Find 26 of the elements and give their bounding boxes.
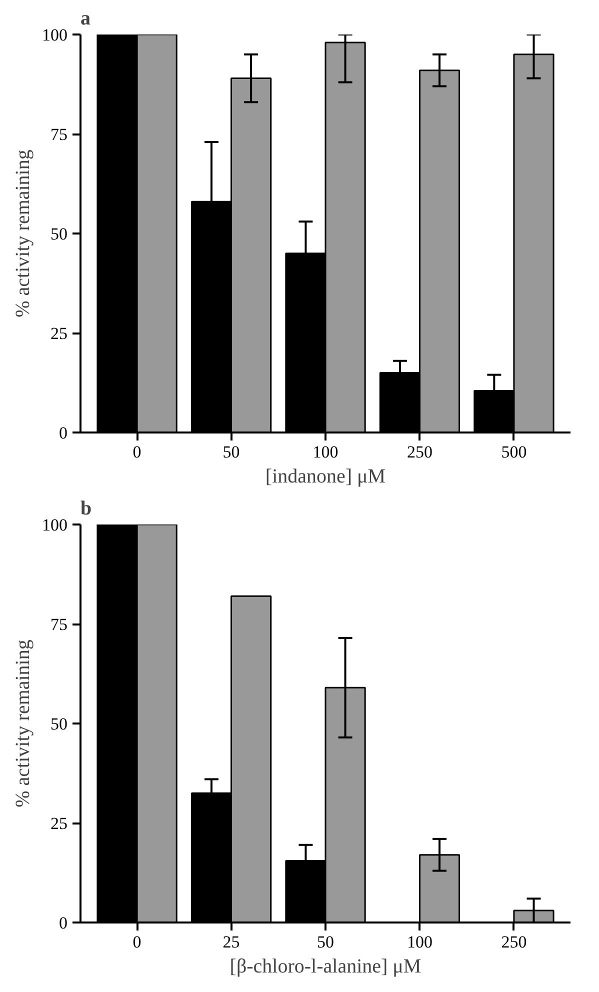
y-tick-label: 100 [42, 516, 68, 534]
x-axis-title: [β-chloro-l-alanine] μM [230, 956, 422, 978]
x-tick-label: 100 [312, 442, 338, 462]
x-tick-label: 25 [222, 932, 240, 952]
y-tick-label: 100 [42, 26, 68, 44]
y-tick-label: 75 [50, 615, 68, 634]
x-tick-label: 250 [501, 932, 527, 952]
x-tick-label: 0 [132, 932, 142, 952]
y-tick-label: 50 [50, 714, 68, 734]
y-tick-label: 25 [50, 814, 68, 833]
x-tick-label: 500 [501, 442, 527, 462]
chart-title: a [80, 8, 90, 30]
y-axis-title: % activity remaining [12, 640, 34, 808]
chart-title: b [80, 498, 92, 520]
x-tick-label: 50 [317, 932, 334, 952]
y-tick-label: 0 [59, 914, 68, 932]
y-axis-title: % activity remaining [12, 150, 34, 318]
y-tick-label: 75 [50, 125, 68, 144]
x-tick-label: 250 [406, 442, 432, 462]
x-tick-label: 100 [406, 932, 432, 952]
x-tick-label: 50 [222, 442, 240, 462]
x-axis-title: [indanone] μM [265, 466, 386, 488]
y-tick-label: 0 [59, 424, 68, 442]
y-tick-label: 25 [50, 324, 68, 343]
y-tick-label: 50 [50, 224, 68, 244]
x-tick-label: 0 [132, 442, 142, 462]
